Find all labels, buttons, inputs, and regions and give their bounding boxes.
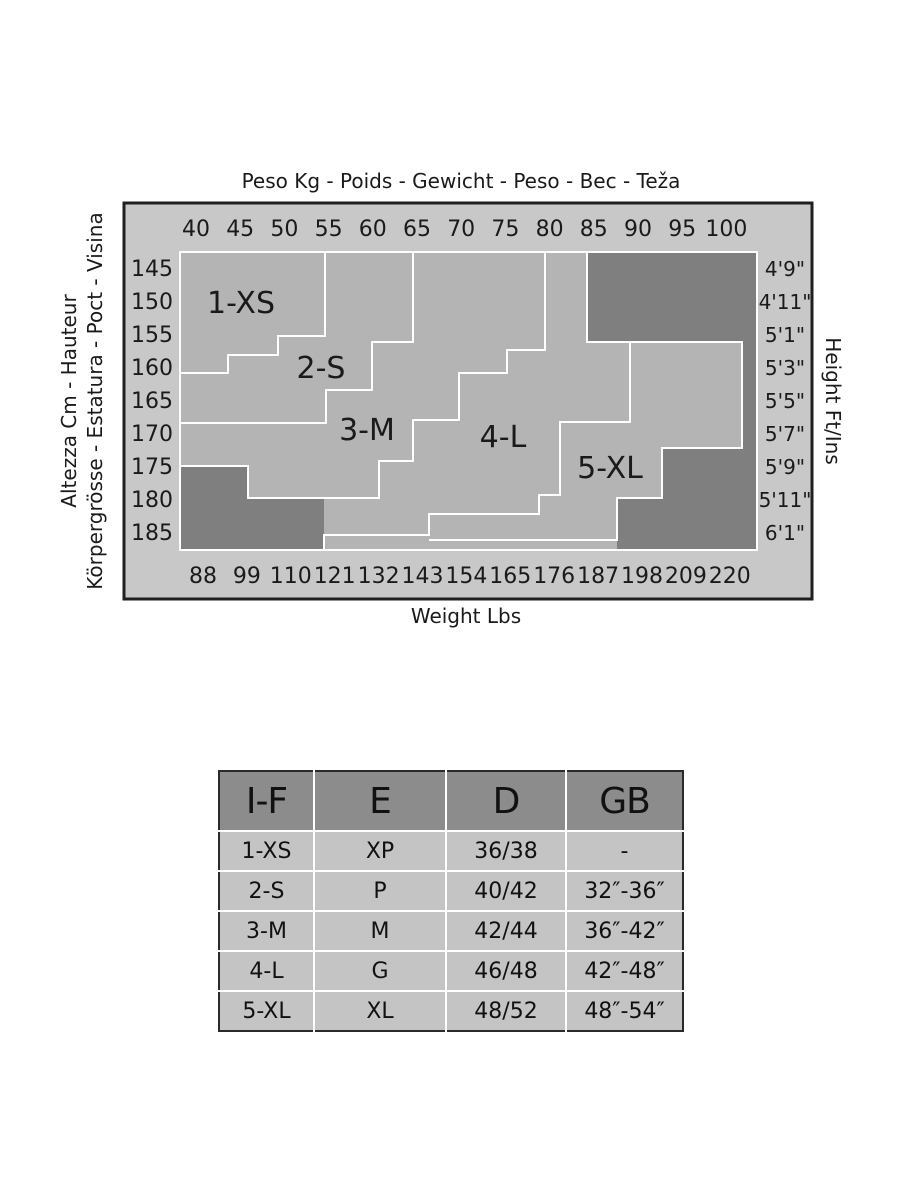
size-zones-area (180, 252, 742, 550)
zone-border-3-m (180, 252, 546, 499)
table-cell-gb: 42″-48″ (565, 950, 683, 992)
table-row: 5-XL XL 48/52 48″-54″ (219, 990, 683, 1031)
x-tick-kg: 45 (226, 217, 254, 242)
table-cell-i-f: 3-M (219, 910, 315, 952)
chart-title: Peso Kg - Poids - Gewicht - Peso - Bec -… (242, 169, 681, 193)
zone-label-3-m: 3-M (339, 413, 395, 448)
x-tick-kg: 100 (705, 217, 747, 242)
x-tick-lbs: 132 (358, 564, 400, 589)
x-tick-lbs: 187 (577, 564, 619, 589)
x-tick-lbs: 220 (709, 564, 751, 589)
y-tick-ft: 4'11" (759, 290, 812, 314)
y-axis-label-left-2: Körpergrösse - Estatura - Poct - Visina (83, 212, 107, 589)
y-tick-cm: 155 (131, 323, 173, 348)
zone-label-5-xl: 5-XL (577, 451, 643, 486)
y-tick-ft: 5'1" (765, 323, 805, 347)
x-tick-kg: 90 (624, 217, 652, 242)
header-cell-gb: GB (565, 771, 683, 832)
table-cell-i-f: 4-L (219, 950, 315, 992)
table-cell-gb: 36″-42″ (565, 910, 683, 952)
y-axis-label-left-1: Altezza Cm - Hauteur (57, 294, 81, 508)
y-tick-ft: 5'7" (765, 422, 805, 446)
zone-label-4-l: 4-L (480, 420, 527, 455)
y-tick-ft: 5'9" (765, 455, 805, 479)
table-cell-i-f: 1-XS (219, 830, 315, 872)
x-tick-kg: 85 (580, 217, 608, 242)
table-cell-gb: 48″-54″ (565, 990, 683, 1031)
x-tick-lbs: 143 (402, 564, 444, 589)
table-row: 1-XS XP 36/38- (219, 830, 683, 872)
table-cell-i-f: 5-XL (219, 990, 315, 1031)
outside-zone-top-right (587, 252, 757, 342)
y-tick-cm: 175 (131, 455, 173, 480)
table-row: 4-L G 46/48 42″-48″ (219, 950, 683, 992)
table-row: 3-M M 42/44 36″-42″ (219, 910, 683, 952)
header-cell-d: D (445, 771, 567, 832)
table-cell-e: P (313, 870, 447, 912)
size-chart: Peso Kg - Poids - Gewicht - Peso - Bec -… (57, 169, 845, 628)
size-conversion-table: I-F E D GB 1-XS XP 36/38-2-S P 40/42 32″-36″ 3… (218, 770, 684, 1032)
y-tick-cm: 145 (131, 257, 173, 282)
x-tick-lbs: 121 (314, 564, 356, 589)
x-tick-kg: 75 (491, 217, 519, 242)
y-tick-cm: 180 (131, 488, 173, 513)
y-tick-cm: 165 (131, 389, 173, 414)
table-header-row: I-F E D GB (219, 771, 683, 832)
y-tick-ft: 4'9" (765, 257, 805, 281)
table-cell-gb: - (565, 830, 683, 872)
table-cell-gb: 32″-36″ (565, 870, 683, 912)
table-row: 2-S P 40/42 32″-36″ (219, 870, 683, 912)
table-cell-e: XP (313, 830, 447, 872)
x-tick-kg: 65 (403, 217, 431, 242)
table-cell-d: 48/52 (445, 990, 567, 1031)
x-tick-kg: 50 (270, 217, 298, 242)
table-cell-i-f: 2-S (219, 870, 315, 912)
x-tick-kg: 95 (668, 217, 696, 242)
table-cell-d: 36/38 (445, 830, 567, 872)
header-cell-i-f: I-F (219, 771, 315, 832)
x-tick-lbs: 165 (489, 564, 531, 589)
y-tick-cm: 185 (131, 521, 173, 546)
y-tick-cm: 170 (131, 422, 173, 447)
y-tick-cm: 150 (131, 290, 173, 315)
y-tick-ft: 6'1" (765, 521, 805, 545)
y-tick-cm: 160 (131, 356, 173, 381)
table-cell-e: G (313, 950, 447, 992)
y-tick-ft: 5'5" (765, 389, 805, 413)
zone-border-1-xs (179, 252, 326, 374)
table-body: 1-XS XP 36/38-2-S P 40/42 32″-36″ 3-M M 42/44 36″… (219, 830, 683, 1031)
tick-labels: 40 45 50 55 60 65 70 75 80 85 90 95 100 88 99 110 121 132… (131, 217, 811, 589)
x-tick-lbs: 99 (233, 564, 261, 589)
x-tick-kg: 80 (536, 217, 564, 242)
x-tick-lbs: 198 (621, 564, 663, 589)
y-tick-ft: 5'11" (759, 488, 812, 512)
outside-zone-bottom-left (180, 466, 324, 550)
x-tick-lbs: 176 (533, 564, 575, 589)
y-tick-ft: 5'3" (765, 356, 805, 380)
zone-label-1-xs: 1-XS (207, 286, 275, 321)
x-tick-kg: 60 (359, 217, 387, 242)
table-cell-e: M (313, 910, 447, 952)
zone-border-4-l (323, 252, 631, 550)
x-tick-kg: 70 (447, 217, 475, 242)
x-tick-kg: 55 (315, 217, 343, 242)
zone-label-2-s: 2-S (297, 351, 346, 386)
outside-zone-bottom-right (617, 448, 757, 550)
table-cell-d: 42/44 (445, 910, 567, 952)
table-cell-d: 46/48 (445, 950, 567, 992)
header-cell-e: E (313, 771, 447, 832)
y-axis-label-right: Height Ft/Ins (821, 337, 845, 465)
x-tick-lbs: 110 (270, 564, 312, 589)
x-tick-lbs: 154 (445, 564, 487, 589)
x-tick-kg: 40 (182, 217, 210, 242)
x-tick-lbs: 88 (189, 564, 217, 589)
x-tick-lbs: 209 (665, 564, 707, 589)
table-cell-d: 40/42 (445, 870, 567, 912)
zone-border-2-s (180, 252, 414, 424)
zone-border-5-xl (429, 341, 743, 541)
x-axis-label: Weight Lbs (411, 604, 521, 628)
plot-border (179, 251, 758, 551)
table-cell-e: XL (313, 990, 447, 1031)
